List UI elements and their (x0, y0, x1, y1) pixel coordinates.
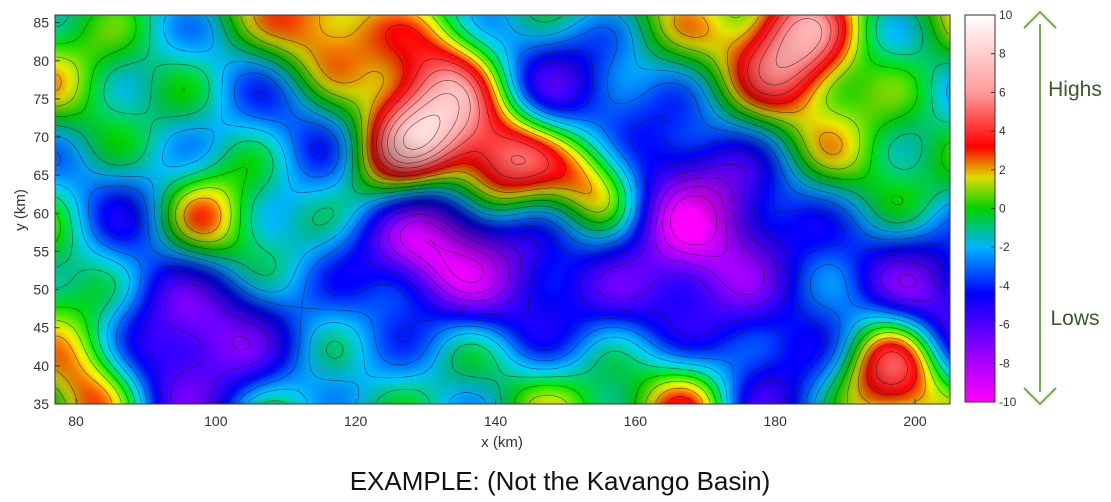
colorbar-tick-label: -4 (999, 279, 1010, 293)
colorbar-tick-label: 2 (999, 163, 1006, 177)
x-axis-label: x (km) (481, 434, 523, 451)
contour-path (56, 16, 949, 403)
x-tick-label: 80 (68, 413, 84, 429)
y-tick-label: 60 (33, 205, 49, 221)
colorbar-tick-label: -2 (999, 240, 1010, 254)
y-tick-label: 45 (33, 320, 49, 336)
x-tick-label: 160 (624, 413, 648, 429)
colorbar-tick-label: -10 (999, 395, 1017, 409)
colorbar-scale (964, 14, 996, 403)
colorbar-tick-label: 0 (999, 202, 1006, 216)
colorbar-tick-label: -8 (999, 356, 1010, 370)
y-tick-label: 75 (33, 91, 49, 107)
y-axis: 35 40 45 50 55 60 65 70 75 80 85 (33, 15, 60, 412)
colorbar-tick-label: 4 (999, 124, 1006, 138)
y-tick-label: 85 (33, 15, 49, 31)
contour-lines (56, 16, 949, 403)
x-tick-label: 140 (484, 413, 508, 429)
x-axis: 80 100 120 140 160 180 200 (68, 399, 927, 429)
plot-frame (54, 14, 951, 405)
colorbar-ticks: -10 -8 -6 -4 -2 0 2 4 6 8 10 (991, 8, 1017, 409)
colorbar-tick-label: -6 (999, 318, 1010, 332)
colorbar: -10 -8 -6 -4 -2 0 2 4 6 8 10 (964, 8, 1017, 409)
lows-label: Lows (1050, 307, 1099, 330)
x-tick-label: 100 (204, 413, 228, 429)
y-tick-label: 70 (33, 129, 49, 145)
colorbar-tick-label: 10 (999, 8, 1013, 22)
y-tick-label: 40 (33, 358, 49, 374)
arrow-up-head (1023, 10, 1057, 29)
highs-label: Highs (1048, 78, 1102, 101)
colorbar-tick-label: 8 (999, 47, 1006, 61)
x-tick-label: 120 (344, 413, 368, 429)
y-tick-label: 80 (33, 53, 49, 69)
x-tick-label: 180 (764, 413, 788, 429)
y-tick-label: 55 (33, 243, 49, 259)
y-tick-label: 50 (33, 282, 49, 298)
figure-caption: EXAMPLE: (Not the Kavango Basin) (350, 466, 771, 496)
y-tick-label: 65 (33, 167, 49, 183)
y-tick-label: 35 (33, 396, 49, 412)
heatmap-plot (54, 14, 951, 405)
colorbar-tick-label: 6 (999, 85, 1006, 99)
double-arrow-icon (1023, 10, 1057, 406)
y-axis-label: y (km) (12, 189, 29, 231)
arrow-down-head (1023, 387, 1057, 406)
x-tick-label: 200 (903, 413, 927, 429)
